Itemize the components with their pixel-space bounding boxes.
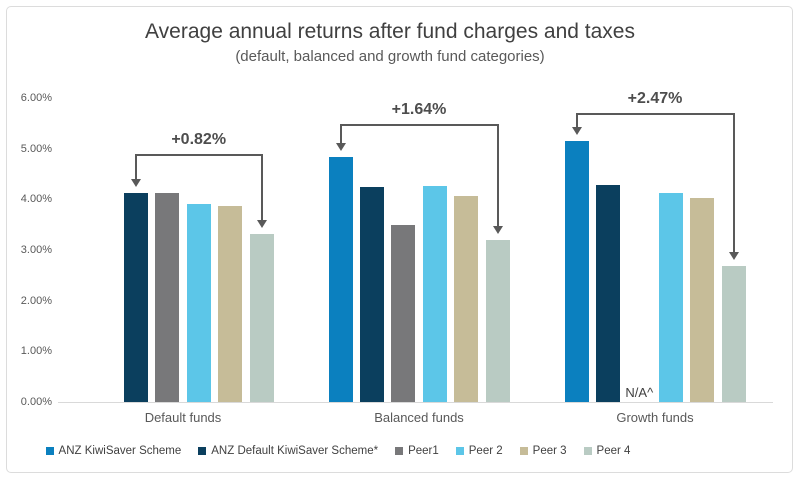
legend-item: ANZ KiwiSaver Scheme [45, 445, 182, 457]
bar-peer-4-2 [721, 266, 746, 402]
y-axis-tick-label: 6.00% [20, 92, 52, 104]
y-axis-tick-label: 1.00% [20, 345, 52, 358]
bracket-right-drop [260, 153, 263, 221]
legend-item: Peer 2 [455, 445, 503, 457]
arrow-down-icon [728, 252, 739, 261]
chart-border-frame [6, 6, 793, 473]
y-axis-tick-label: 4.00% [20, 193, 52, 206]
legend-label: Peer 2 [468, 445, 503, 457]
difference-label: +0.82% [171, 130, 227, 148]
y-axis-tick-label: 3.00% [20, 244, 52, 256]
bar-peer-4-0 [249, 234, 274, 402]
legend-swatch-icon [519, 447, 528, 455]
na-note: N/A^ [625, 385, 654, 400]
arrow-down-icon [571, 127, 582, 136]
bracket-right-drop [732, 113, 735, 253]
legend-swatch-icon [395, 447, 404, 455]
category-label: Default funds [144, 410, 222, 425]
bracket-line [339, 124, 499, 127]
legend-item: Peer 3 [519, 445, 567, 457]
bar-anz-default-kiwisaver-scheme-2 [595, 185, 620, 402]
arrow-down-icon [492, 226, 503, 235]
bar-peer-3-2 [690, 197, 715, 402]
legend-label: Peer 4 [596, 445, 631, 457]
bar-anz-kiwisaver-scheme-2 [564, 141, 589, 402]
bracket-line [575, 113, 735, 116]
legend-label: Peer 3 [532, 445, 567, 457]
y-axis-tick-label: 0.00% [20, 396, 52, 408]
legend-swatch-icon [455, 447, 464, 455]
arrow-down-icon [130, 178, 141, 187]
bar-anz-default-kiwisaver-scheme-1 [359, 187, 384, 402]
legend: ANZ KiwiSaver Scheme ANZ Default KiwiSave… [0, 445, 800, 457]
legend-label: Peer1 [408, 445, 439, 457]
legend-label: ANZ KiwiSaver Scheme [58, 445, 182, 457]
legend-item: ANZ Default KiwiSaver Scheme* [198, 445, 378, 457]
legend-item: Peer 4 [583, 445, 631, 457]
y-axis-tick-label: 2.00% [20, 294, 52, 307]
bar-peer-2-0 [186, 204, 211, 402]
difference-label: +1.64% [391, 101, 447, 119]
bar-peer1-1 [391, 224, 416, 402]
y-axis-tick-label: 5.00% [20, 142, 52, 155]
difference-label: +2.47% [627, 90, 683, 108]
legend-swatch-icon [583, 447, 592, 455]
chart-title: Average annual returns after fund charge… [145, 20, 635, 43]
arrow-down-icon [335, 143, 346, 152]
bracket-line [134, 153, 263, 156]
bar-peer-4-1 [485, 240, 510, 402]
bar-peer-3-1 [454, 195, 479, 402]
bracket-left-drop [339, 124, 342, 144]
legend-swatch-icon [198, 447, 207, 455]
legend-swatch-icon [45, 447, 54, 455]
bracket-left-drop [134, 153, 137, 179]
bar-peer-2-1 [422, 186, 447, 402]
bar-peer1-0 [155, 192, 180, 402]
bracket-right-drop [496, 124, 499, 227]
category-label: Growth funds [616, 410, 694, 425]
x-axis-line [58, 402, 773, 403]
bar-anz-default-kiwisaver-scheme-0 [123, 192, 148, 402]
bar-peer-3-0 [218, 206, 243, 402]
category-label: Balanced funds [374, 410, 464, 425]
arrow-down-icon [256, 220, 267, 229]
bar-peer-2-2 [658, 193, 683, 402]
legend-label: ANZ Default KiwiSaver Scheme* [211, 445, 379, 457]
chart-subtitle: (default, balanced and growth fund categ… [235, 48, 545, 65]
bar-anz-kiwisaver-scheme-1 [328, 157, 353, 402]
bracket-left-drop [575, 113, 578, 128]
legend-item: Peer1 [395, 445, 439, 457]
